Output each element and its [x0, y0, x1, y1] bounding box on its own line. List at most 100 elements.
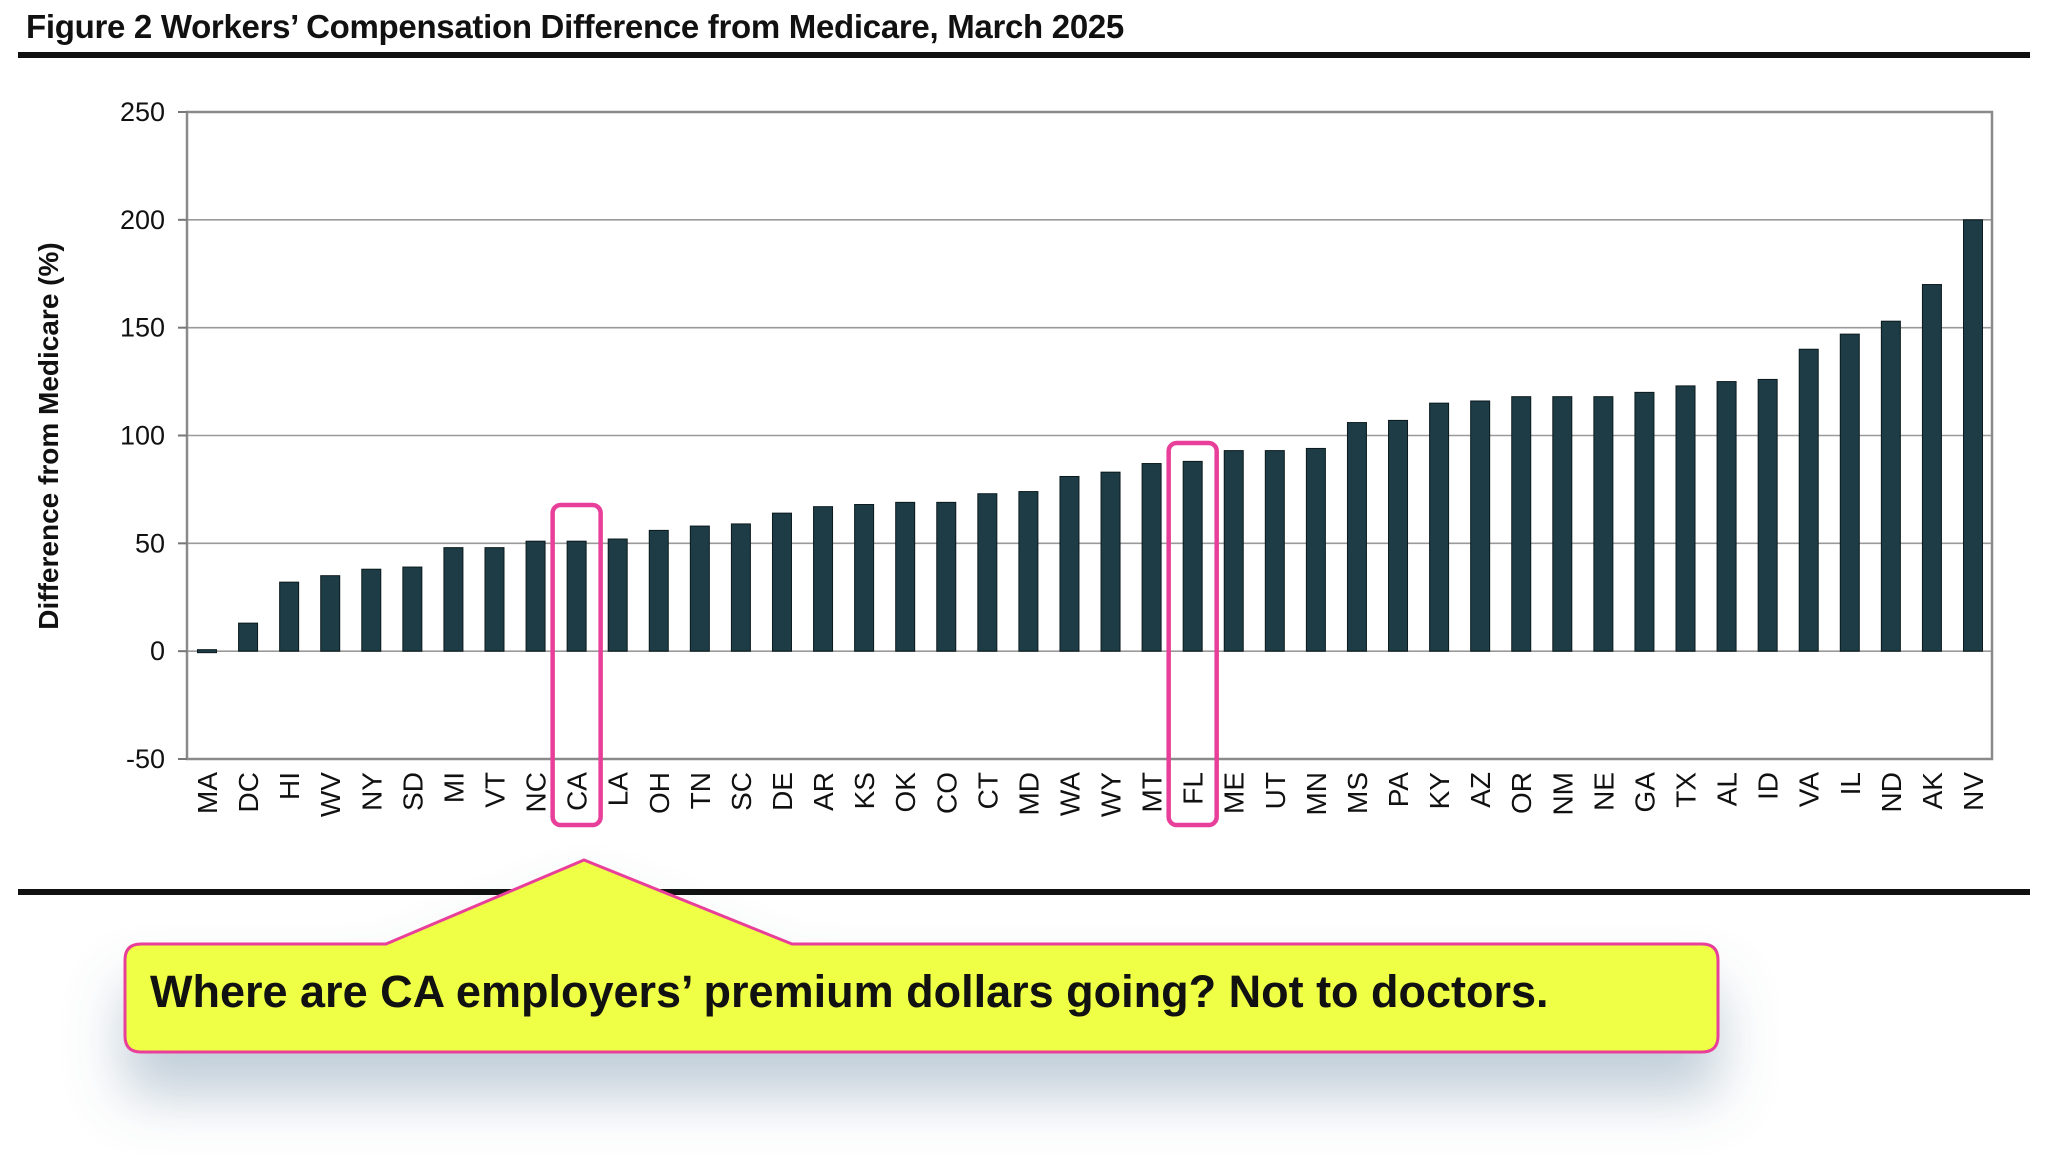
x-tick-label: AK [1917, 772, 1948, 810]
bar-tn [689, 525, 710, 652]
bar-ut [1264, 450, 1285, 652]
figure-title: Figure 2 Workers’ Compensation Differenc… [26, 8, 1124, 45]
x-tick-label: KS [849, 772, 880, 809]
x-tick-label: AL [1712, 772, 1743, 806]
callout-text: Where are CA employers’ premium dollars … [150, 966, 1549, 1017]
x-tick-label: WY [1096, 772, 1127, 817]
x-tick-label: WV [315, 772, 346, 817]
bar-ne [1593, 396, 1614, 652]
x-tick-label: UT [1260, 772, 1291, 809]
x-tick-label: MA [192, 772, 223, 814]
x-tick-label: ID [1753, 772, 1784, 800]
bar-co [936, 501, 957, 652]
y-tick-label: 0 [150, 636, 165, 666]
x-tick-label: FL [1178, 772, 1209, 805]
x-tick-label: OK [890, 772, 921, 813]
x-tick-label: VT [479, 772, 510, 808]
x-tick-label: SC [726, 772, 757, 811]
x-tick-label: DC [233, 772, 264, 812]
bar-nm [1552, 396, 1573, 652]
bar-wa [1059, 475, 1080, 652]
bar-ky [1429, 402, 1450, 652]
x-tick-label: OR [1506, 772, 1537, 814]
x-tick-label: MT [1137, 772, 1168, 812]
x-tick-label: TN [685, 772, 716, 809]
y-tick-label: 150 [120, 313, 165, 343]
bar-de [771, 512, 792, 652]
bar-or [1511, 396, 1532, 652]
title-rule [18, 52, 2030, 58]
bar-oh [648, 529, 669, 652]
bar-va [1798, 348, 1819, 652]
x-tick-label: MD [1013, 772, 1044, 816]
x-tick-label: PA [1383, 772, 1414, 808]
x-tick-label: HI [274, 772, 305, 800]
x-tick-label: CT [972, 772, 1003, 809]
bar-az [1470, 400, 1491, 652]
y-tick-label: -50 [126, 744, 165, 774]
x-tick-label: NC [521, 772, 552, 812]
x-tick-label: CO [931, 772, 962, 814]
bar-la [607, 538, 628, 652]
bar-nd [1880, 320, 1901, 652]
x-tick-label: ND [1876, 772, 1907, 812]
y-tick-label: 250 [120, 97, 165, 127]
bar-tx [1675, 385, 1696, 652]
x-tick-label: NY [356, 772, 387, 811]
x-tick-label: NM [1547, 772, 1578, 816]
y-tick-label: 200 [120, 205, 165, 235]
x-tick-label: MN [1301, 772, 1332, 816]
x-tick-label: MS [1342, 772, 1373, 814]
bar-ny [361, 568, 382, 652]
bar-chart: 250 200 150 100 50 0 -50 MA DC HI WV NY SD MI VT NC CA L… [33, 97, 1994, 828]
bar-mn [1305, 447, 1326, 652]
section-rule [18, 889, 2030, 895]
bar-ga [1634, 391, 1655, 652]
x-tick-label: LA [603, 772, 634, 807]
x-tick-label: TX [1671, 772, 1702, 808]
bar-ok [895, 501, 916, 652]
x-tick-label: WA [1054, 772, 1085, 816]
x-tick-label: VA [1794, 772, 1825, 808]
y-tick-label: 50 [135, 528, 165, 558]
bar-nc [525, 540, 546, 652]
highlight-boxes [550, 440, 1219, 828]
bar-nv [1963, 219, 1983, 652]
bar-pa [1388, 419, 1409, 652]
x-tick-label: KY [1424, 772, 1455, 810]
bar-fl [1182, 460, 1203, 652]
bar-id [1757, 378, 1778, 652]
x-tick-label: AR [808, 772, 839, 811]
bar-ks [854, 504, 875, 652]
x-tick-label: NV [1958, 772, 1989, 811]
x-tick-label: DE [767, 772, 798, 811]
callout-bubble [123, 858, 1720, 1054]
bar-me [1223, 450, 1244, 652]
bar-ma [197, 649, 217, 654]
bar-ca [566, 540, 587, 652]
bar-ct [977, 493, 998, 652]
bar-ak [1921, 284, 1942, 652]
bar-mt [1141, 463, 1162, 652]
bar-al [1716, 381, 1737, 652]
y-axis-label: Difference from Medicare (%) [33, 242, 64, 629]
x-tick-label: SD [397, 772, 428, 811]
bar-mi [443, 547, 464, 652]
x-tick-label: NE [1588, 772, 1619, 811]
bar-ms [1346, 422, 1367, 652]
x-tick-label: AZ [1465, 772, 1496, 808]
x-tick-label: GA [1629, 772, 1660, 813]
bar-ar [813, 506, 834, 652]
bars [197, 219, 1983, 654]
highlight-box-fl [1166, 440, 1219, 828]
bar-md [1018, 491, 1039, 652]
bar-il [1839, 333, 1860, 652]
x-axis-ticks: MA DC HI WV NY SD MI VT NC CA LA OH TN SC DE AR KS OK CO CT… [192, 772, 1989, 817]
y-axis-ticks: 250 200 150 100 50 0 -50 [120, 97, 187, 774]
bar-vt [484, 547, 505, 652]
x-tick-label: CA [562, 772, 593, 811]
x-tick-label: IL [1835, 772, 1866, 795]
bar-dc [238, 622, 259, 652]
highlight-box-ca [550, 502, 603, 828]
